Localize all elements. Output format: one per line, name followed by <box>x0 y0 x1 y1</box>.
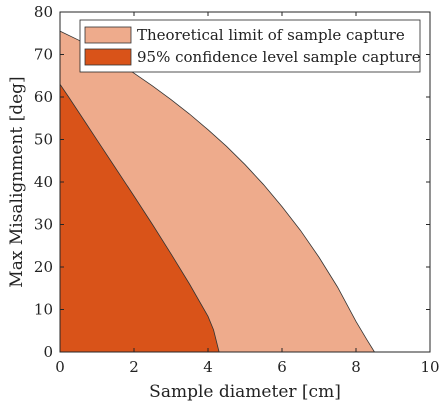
x-axis-label: Sample diameter [cm] <box>149 382 341 402</box>
x-tick-label: 10 <box>420 358 439 376</box>
x-tick-label: 0 <box>55 358 65 376</box>
x-tick-label: 4 <box>203 358 213 376</box>
axes-layer: 0 2 4 6 8 10 0 10 20 30 40 50 60 70 80 <box>34 3 440 376</box>
y-tick-label: 0 <box>43 343 53 361</box>
series-layer <box>59 30 375 353</box>
series-boundary-1 <box>59 84 220 353</box>
x-tick-label: 8 <box>351 358 361 376</box>
legend-box <box>79 19 421 73</box>
legend-label-0: Theoretical limit of sample capture <box>137 26 405 44</box>
y-axis-label: Max Misalignment [deg] <box>7 76 27 287</box>
y-tick-label: 30 <box>34 216 53 234</box>
y-tick-label: 20 <box>34 258 53 276</box>
legend-swatch-1 <box>84 48 132 66</box>
series-area-1 <box>60 84 220 352</box>
y-tick-label: 80 <box>34 3 53 21</box>
y-tick-label: 40 <box>34 173 53 191</box>
y-tick-label: 60 <box>34 88 53 106</box>
legend: Theoretical limit of sample capture 95% c… <box>79 19 421 73</box>
legend-swatch-0 <box>84 26 132 44</box>
y-tick-label: 10 <box>34 301 53 319</box>
y-tick-label: 70 <box>34 46 53 64</box>
legend-label-1: 95% confidence level sample capture <box>137 48 421 66</box>
x-tick-label: 6 <box>277 358 287 376</box>
x-tick-label: 2 <box>129 358 139 376</box>
y-tick-label: 50 <box>34 131 53 149</box>
